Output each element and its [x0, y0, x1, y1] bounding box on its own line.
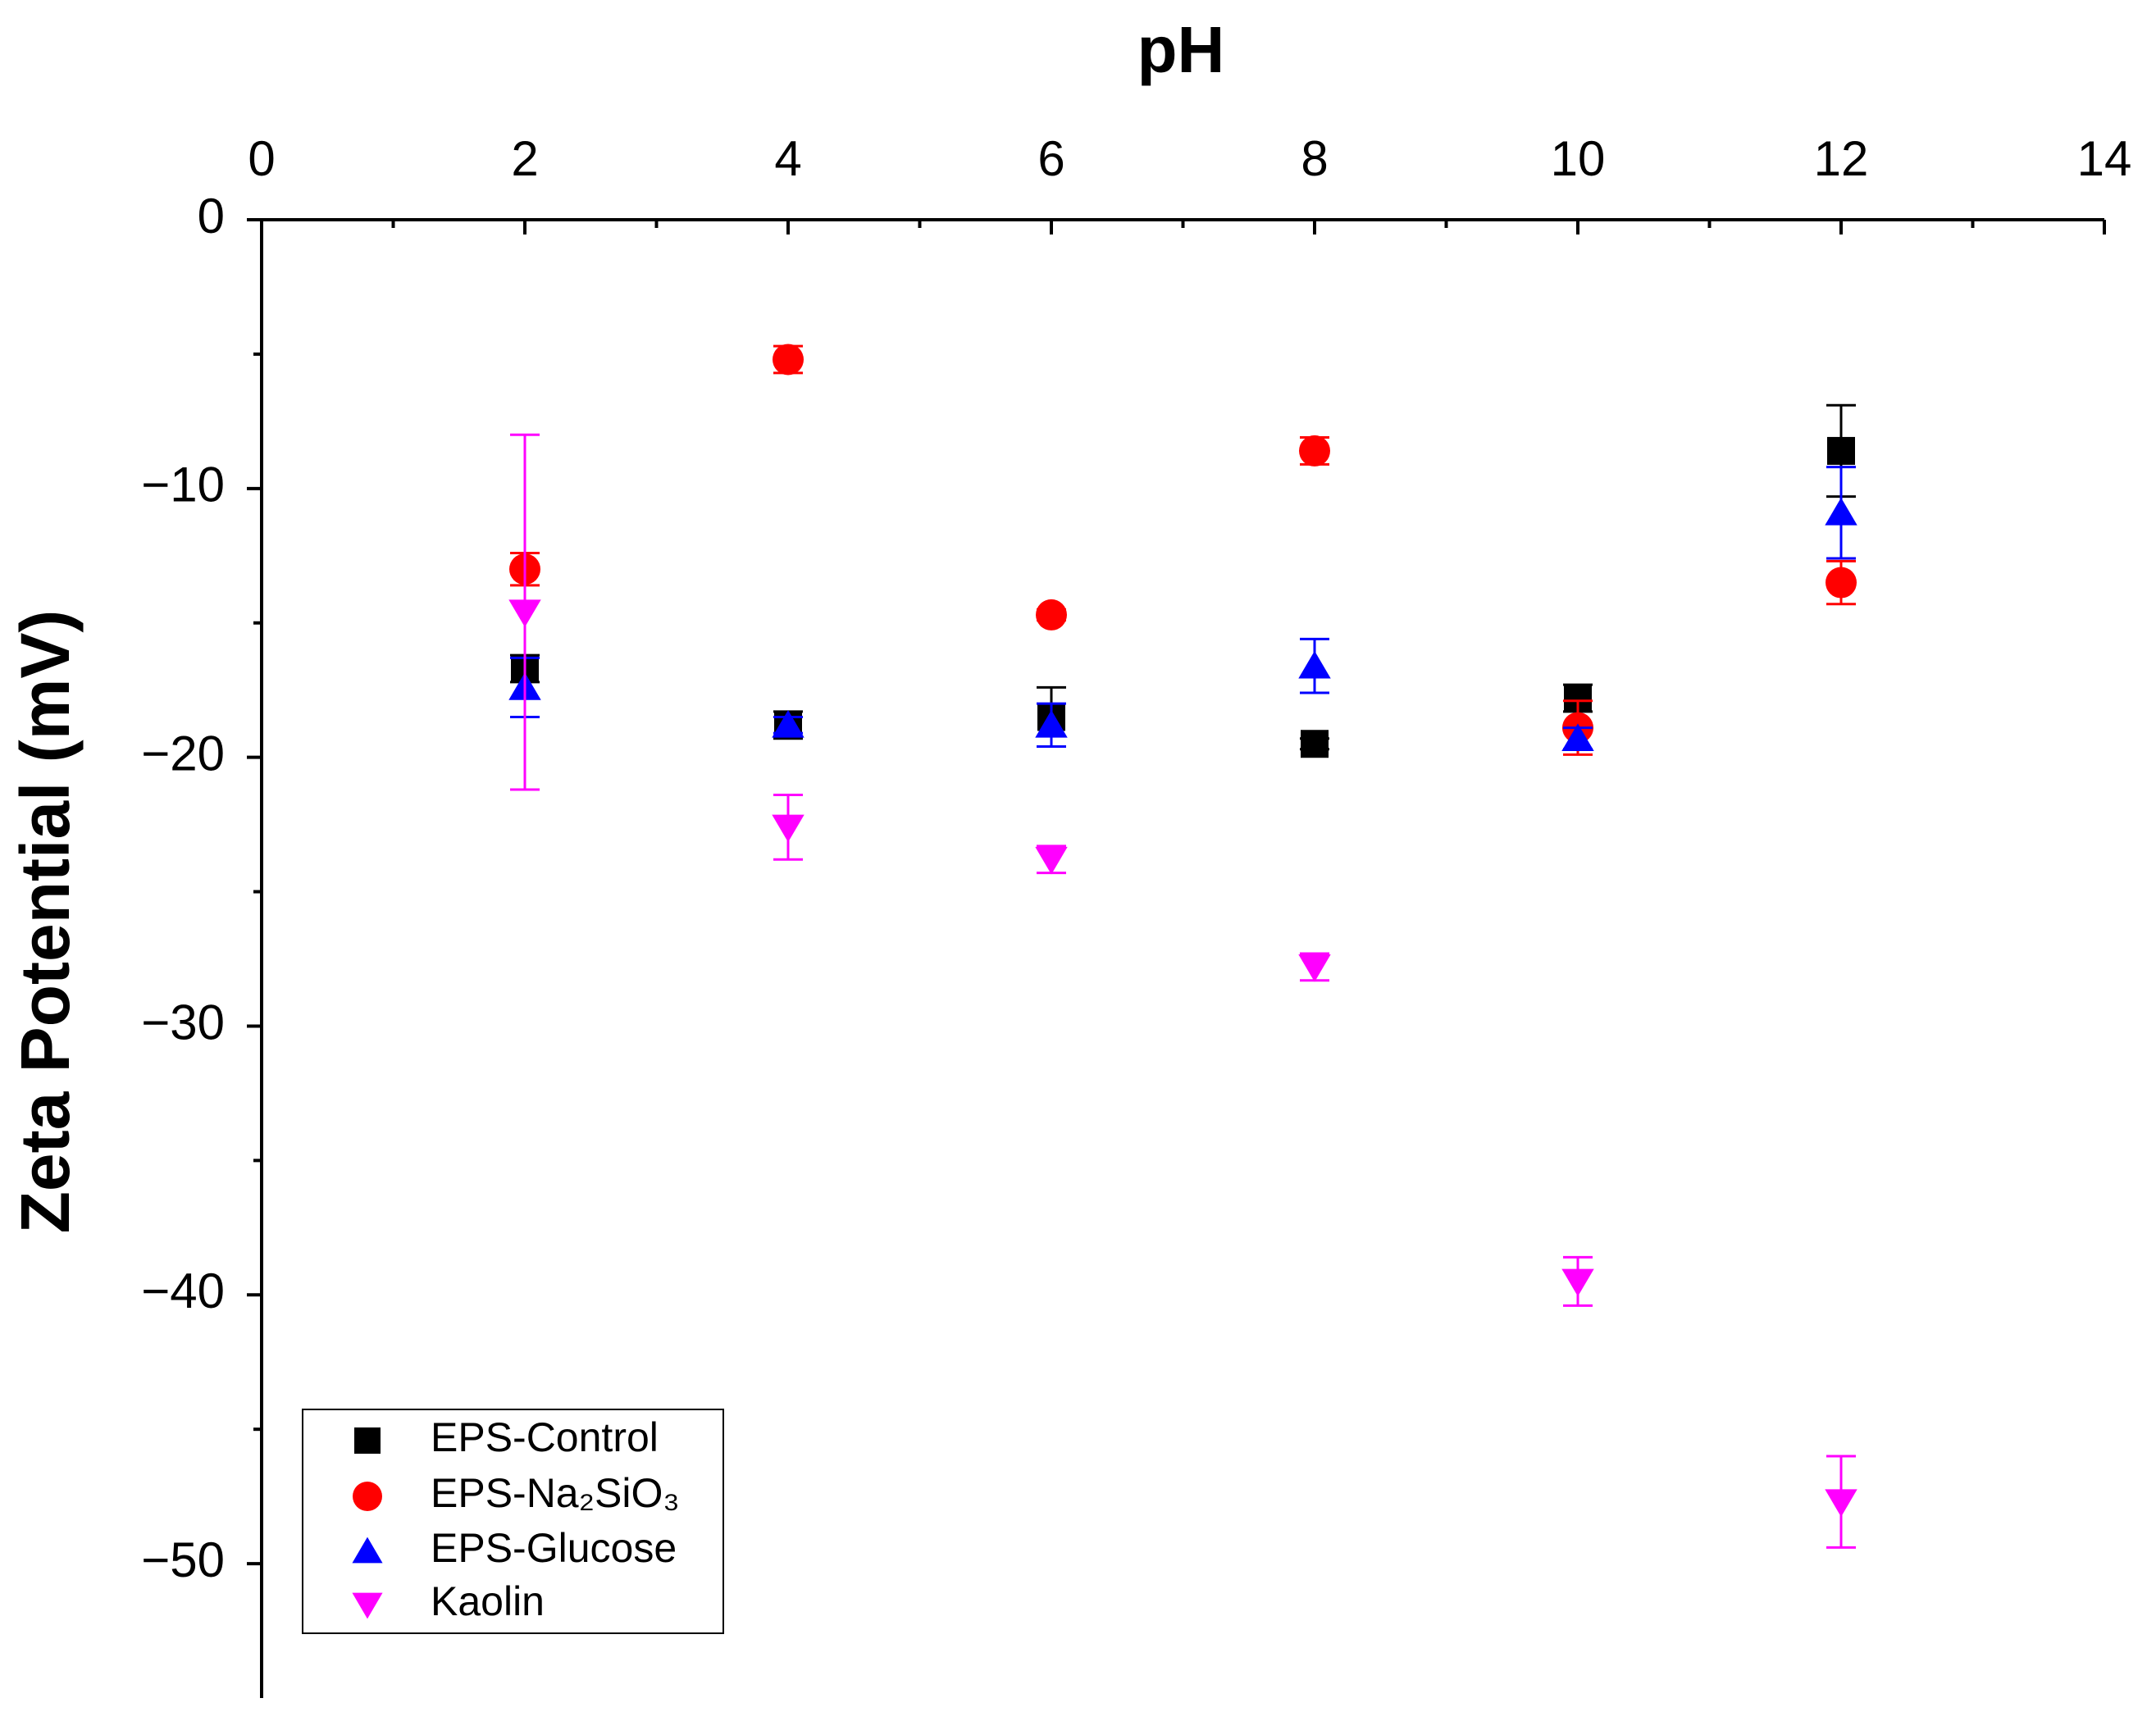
x-tick-label: 8	[1301, 131, 1328, 186]
data-point	[772, 814, 805, 843]
data-point	[1035, 709, 1068, 738]
data-point	[508, 599, 541, 627]
data-point	[1825, 1489, 1857, 1517]
y-tick-label: −50	[141, 1532, 225, 1587]
y-tick-label: −10	[141, 458, 225, 512]
x-tick-label: 12	[1814, 131, 1869, 186]
y-tick-label: −30	[141, 995, 225, 1049]
data-point	[1036, 599, 1067, 631]
data-point	[772, 709, 805, 738]
data-point	[1299, 435, 1330, 467]
chart-title: pH	[1137, 13, 1225, 86]
data-point	[1298, 650, 1331, 679]
x-tick-label: 4	[774, 131, 801, 186]
data-point	[1301, 730, 1329, 758]
data-point	[1298, 954, 1331, 982]
y-tick-label: 0	[198, 189, 225, 244]
legend-label: EPS-Na₂SiO₃	[431, 1470, 680, 1516]
x-tick-label: 2	[511, 131, 538, 186]
data-point	[1561, 723, 1594, 751]
legend-marker	[352, 1592, 383, 1619]
data-point	[1825, 498, 1857, 526]
legend-marker	[354, 1427, 381, 1454]
data-point	[1035, 846, 1068, 875]
legend-label: EPS-Glucose	[431, 1525, 677, 1571]
x-tick-label: 14	[2077, 131, 2132, 186]
y-tick-label: −20	[141, 726, 225, 781]
data-point	[773, 344, 804, 376]
y-tick-label: −40	[141, 1263, 225, 1318]
legend-marker	[352, 1537, 383, 1564]
data-point	[1827, 436, 1855, 465]
y-axis-label: Zeta Potential (mV)	[7, 610, 84, 1234]
legend-label: Kaolin	[431, 1578, 545, 1624]
data-point	[1826, 567, 1857, 599]
x-tick-label: 6	[1037, 131, 1064, 186]
x-tick-label: 10	[1551, 131, 1606, 186]
x-tick-label: 0	[248, 131, 275, 186]
data-point	[1561, 1268, 1594, 1297]
legend-marker	[353, 1482, 382, 1511]
legend-label: EPS-Control	[431, 1414, 659, 1460]
